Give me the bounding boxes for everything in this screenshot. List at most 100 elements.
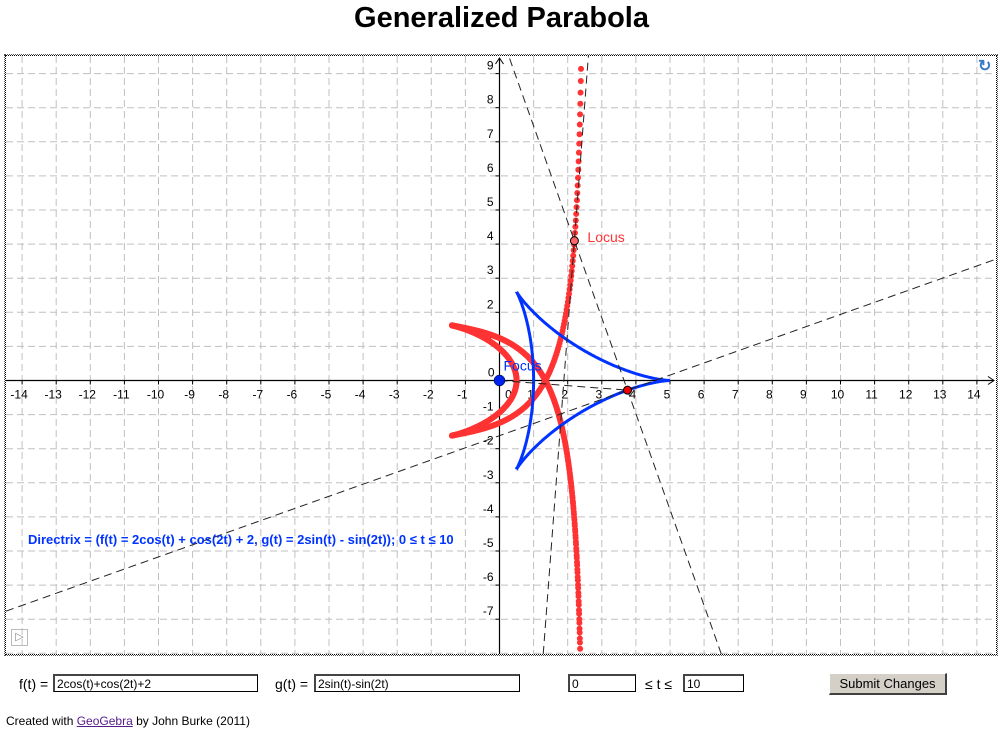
x-tick-label: -13 [45, 388, 63, 402]
locus-dot [573, 197, 580, 204]
x-tick-label: -3 [389, 388, 400, 402]
x-tick-label: 2 [561, 388, 568, 402]
t-range-label: ≤ t ≤ [645, 676, 673, 692]
submit-changes-button[interactable]: Submit Changes [829, 673, 947, 695]
locus-dot [576, 635, 583, 642]
x-tick-label: 7 [732, 388, 739, 402]
y-tick-label: 6 [487, 161, 494, 175]
y-tick-label: -5 [483, 536, 494, 550]
credit-suffix: by John Burke (2011) [136, 714, 250, 728]
x-tick-label: -8 [218, 388, 229, 402]
geogebra-applet[interactable]: -14 -13 -12 -11 -10 -9 -8 -7 -6 -5 -4 -3 -2 -1 1 2 3 4 5 6 7… [4, 54, 998, 656]
x-tick-label: 8 [766, 388, 773, 402]
locus-dot [574, 189, 581, 196]
perpendicular-bisector-line [542, 56, 589, 654]
locus-dot [574, 182, 581, 189]
locus-dot [573, 210, 580, 217]
locus-dot [569, 262, 576, 269]
x-tick-label: -6 [287, 388, 298, 402]
credit-prefix: Created with [6, 714, 74, 728]
y-tick-label: -4 [483, 502, 494, 516]
locus-dot [576, 131, 583, 138]
x-tick-label: 3 [595, 388, 602, 402]
x-tick-label: -14 [10, 388, 28, 402]
f-input[interactable] [53, 674, 258, 692]
graph-canvas[interactable]: -14 -13 -12 -11 -10 -9 -8 -7 -6 -5 -4 -3 -2 -1 1 2 3 4 5 6 7… [6, 56, 996, 654]
y-tick-label: 9 [487, 59, 494, 73]
x-tick-label: 4 [630, 388, 637, 402]
g-input[interactable] [314, 674, 520, 692]
t-max-input[interactable] [683, 674, 744, 692]
x-tick-label: -11 [113, 388, 130, 402]
locus-dot [569, 498, 576, 505]
page-title: Generalized Parabola [354, 2, 649, 34]
locus-dot [578, 65, 585, 72]
locus-dot [575, 149, 582, 156]
y-tick-label: -1 [483, 400, 494, 414]
directrix-equation: Directrix = (f(t) = 2cos(t) + cos(2t) + … [28, 532, 454, 547]
locus-dot [577, 89, 584, 96]
origin-x-label: 0 [505, 388, 512, 402]
locus-dot [576, 616, 583, 623]
locus-dot [569, 493, 576, 500]
locus-dot [463, 428, 470, 435]
locus-dot [576, 625, 583, 632]
x-tick-label: -1 [457, 388, 468, 402]
directrix-curve [515, 290, 670, 471]
locus-dot [575, 598, 582, 605]
locus-dot [572, 223, 579, 230]
locus-dot [574, 559, 581, 566]
x-tick-label: -4 [355, 388, 366, 402]
x-tick-label: -10 [147, 388, 165, 402]
locus-dot [575, 607, 582, 614]
x-tick-label: -2 [423, 388, 434, 402]
locus-dot [568, 272, 575, 279]
x-tick-label: -7 [252, 388, 263, 402]
t-min-input[interactable] [568, 674, 636, 692]
locus-dot [577, 645, 584, 652]
locus-dot [572, 538, 579, 545]
y-axis-arrow-icon [495, 57, 504, 65]
locus-label: Locus [587, 229, 624, 245]
locus-dot [572, 526, 579, 533]
x-axis-arrow-icon [987, 376, 995, 385]
y-tick-label: -3 [483, 468, 494, 482]
x-tick-label: -5 [321, 388, 332, 402]
locus-dot [571, 520, 578, 527]
y-tick-label: 8 [487, 93, 494, 107]
locus-dot [577, 78, 584, 85]
x-tick-label: 9 [800, 388, 807, 402]
focus-point [493, 374, 506, 387]
play-icon[interactable]: ▷ [11, 629, 28, 646]
y-tick-label: 7 [487, 127, 494, 141]
y-tick-label: -2 [483, 434, 494, 448]
locus-dot [575, 589, 582, 596]
locus-dot [577, 111, 584, 118]
x-tick-label: 5 [664, 388, 671, 402]
geogebra-link[interactable]: GeoGebra [76, 714, 133, 728]
y-tick-label: 2 [487, 297, 494, 311]
locus-dot [574, 574, 581, 581]
locus-dot [571, 514, 578, 521]
locus-trace [449, 65, 585, 652]
y-tick-label: -7 [483, 604, 494, 618]
credit-line: Created with GeoGebra by John Burke (201… [6, 714, 250, 728]
directrix-point [623, 385, 633, 395]
locus-dot [567, 478, 574, 485]
y-tick-label: 3 [487, 263, 494, 277]
x-tick-label: 1 [527, 388, 534, 402]
focus-label: Focus [504, 358, 542, 374]
refresh-icon[interactable]: ↻ [978, 58, 992, 75]
locus-dot [570, 508, 577, 515]
x-tick-label: 13 [933, 388, 947, 402]
locus-dot [576, 140, 583, 147]
locus-dot [577, 100, 584, 107]
locus-dot [570, 503, 577, 510]
tangent-line [6, 258, 996, 612]
locus-dot [573, 552, 580, 559]
x-tick-label: 11 [865, 388, 878, 402]
locus-dot [573, 545, 580, 552]
y-tick-label: 4 [487, 229, 494, 243]
focus-segment [499, 380, 628, 391]
locus-dot [574, 174, 581, 181]
